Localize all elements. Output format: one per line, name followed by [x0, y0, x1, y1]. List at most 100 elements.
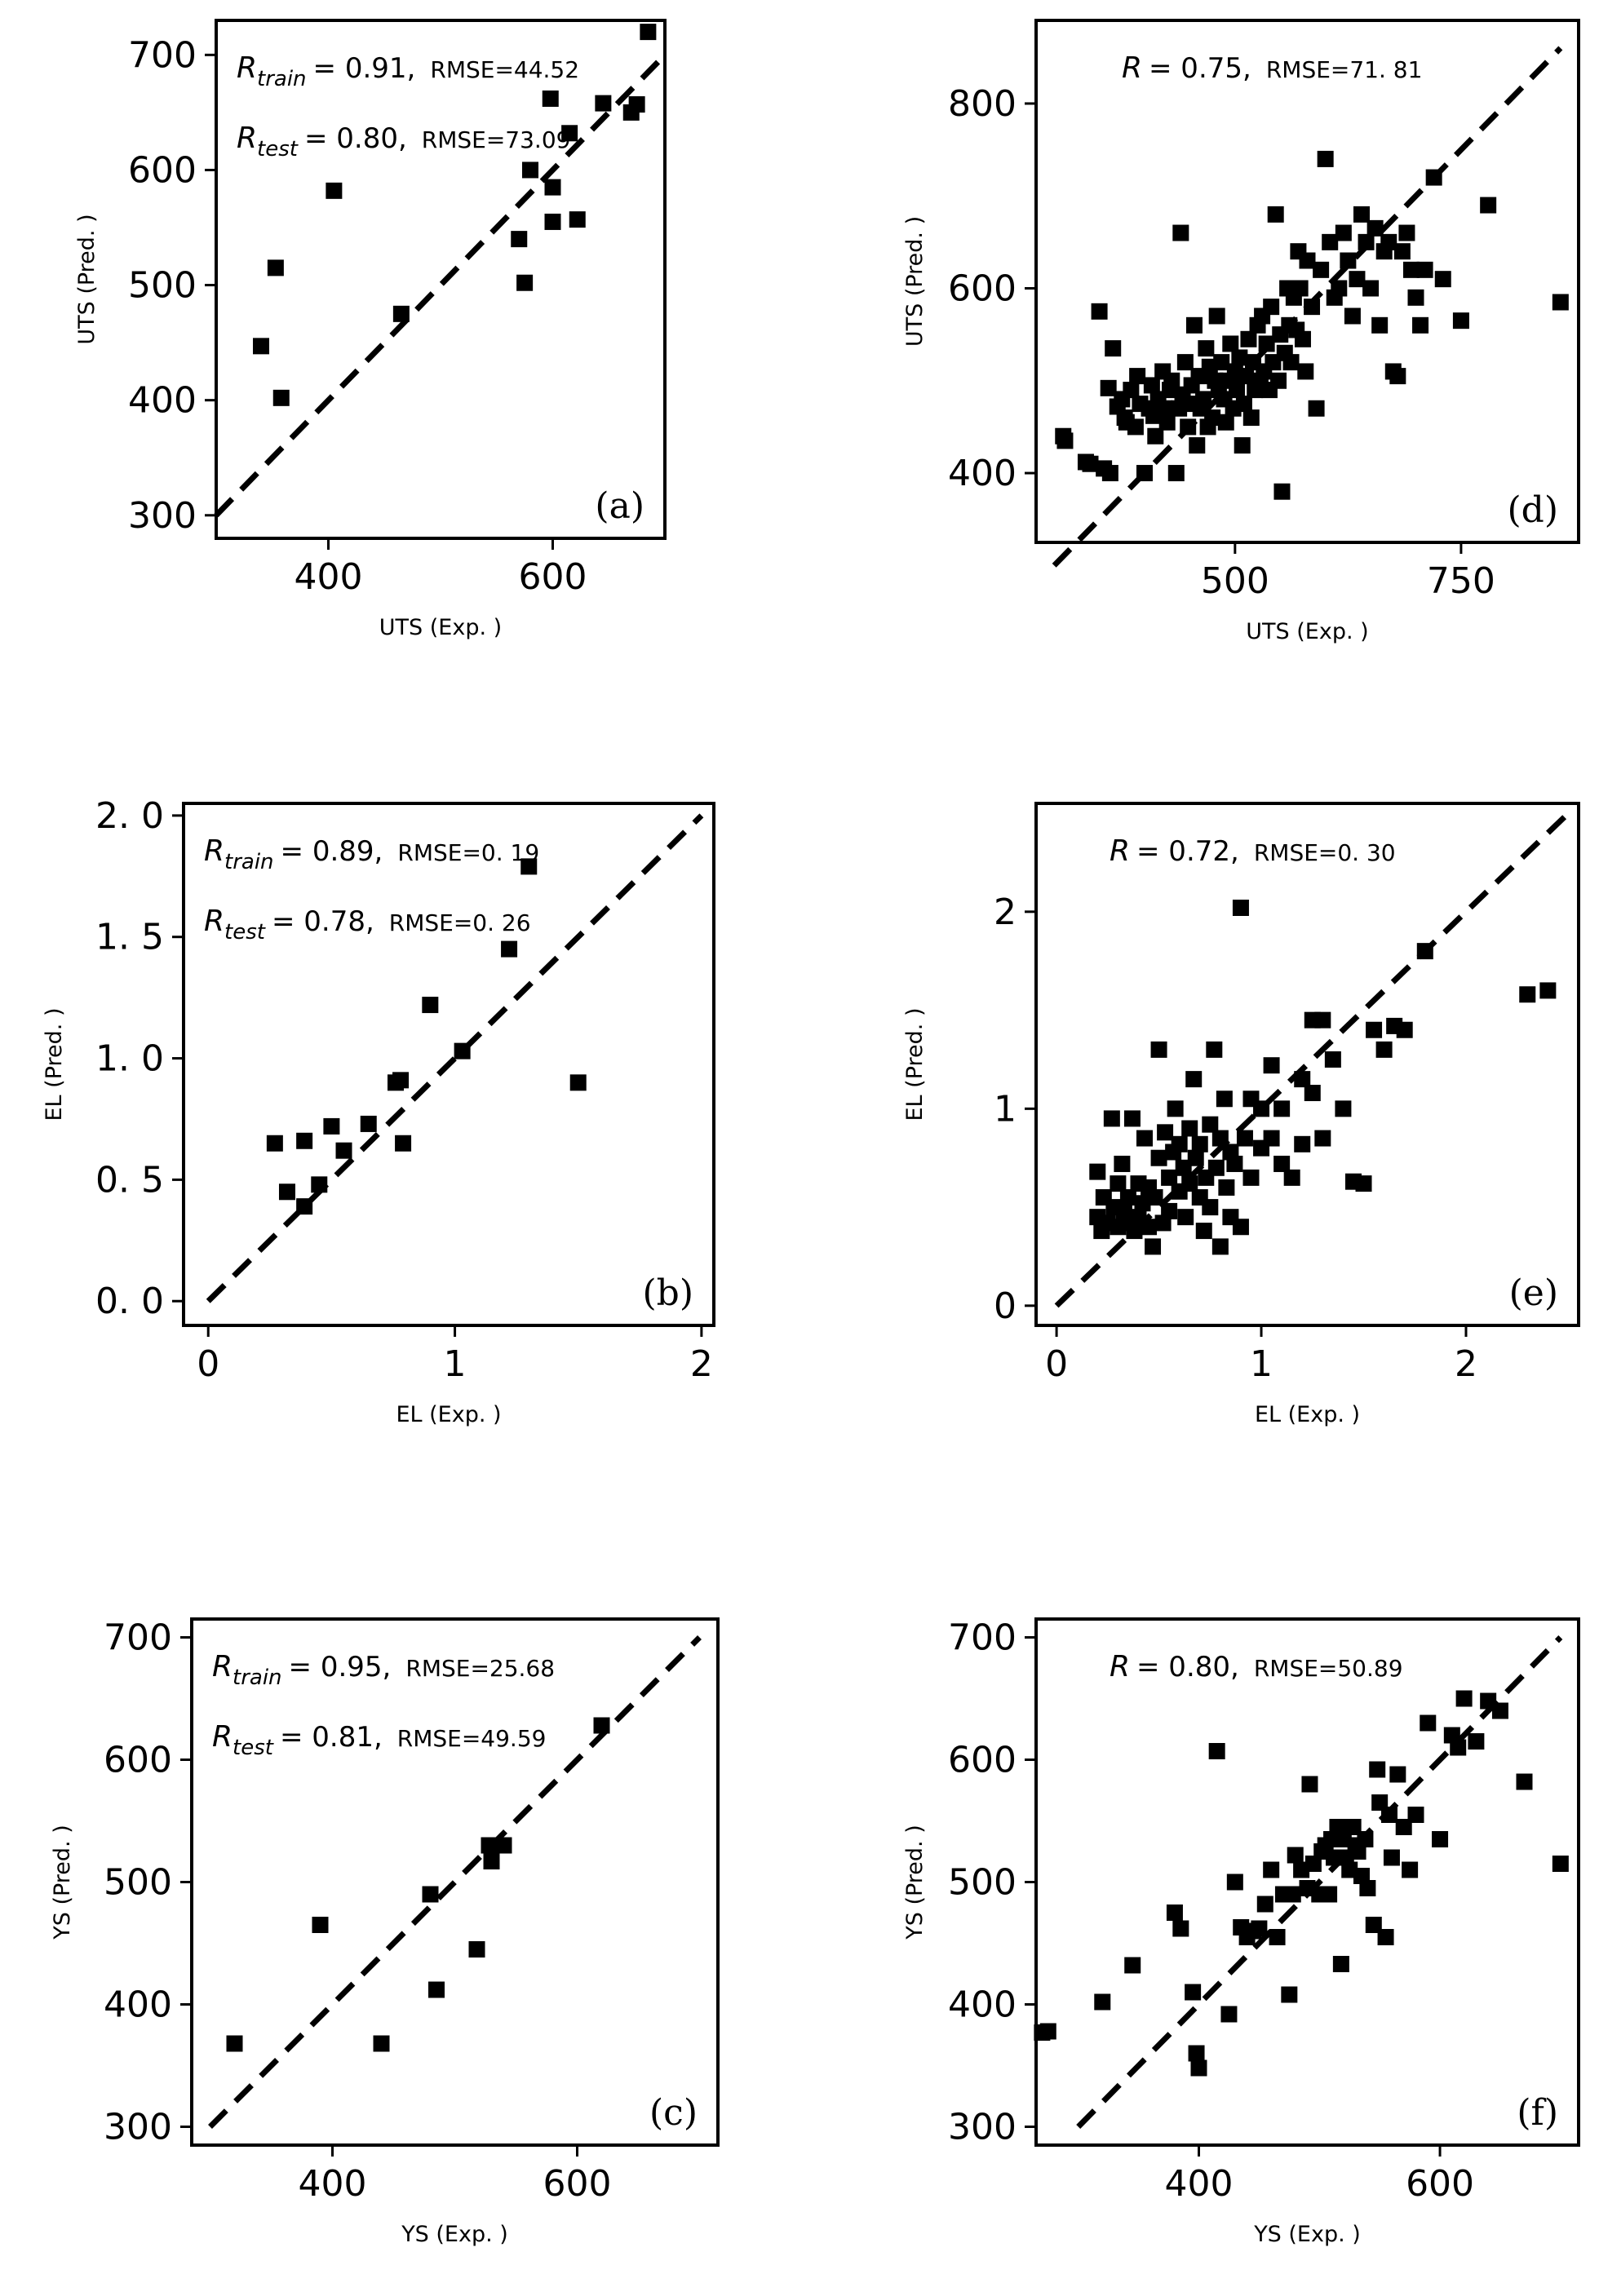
- data-point: [1226, 1155, 1243, 1172]
- data-point: [1407, 1807, 1424, 1823]
- y-axis-label: UTS (Pred. ): [74, 214, 100, 344]
- data-point: [1434, 271, 1451, 288]
- data-point: [1171, 1135, 1188, 1152]
- data-point: [1412, 316, 1429, 334]
- data-point: [335, 1142, 352, 1159]
- data-point: [266, 1135, 283, 1152]
- data-point: [1220, 2006, 1238, 2023]
- x-tick-label: 1: [1250, 1343, 1273, 1385]
- data-point: [1468, 1733, 1485, 1750]
- data-point: [1366, 219, 1384, 237]
- data-point: [1039, 2023, 1056, 2040]
- panel-f: 400 600 300 400 500 600 700 YS (Exp. ) YS (Pred.…: [902, 1617, 1580, 2247]
- y-tick-label: 400: [128, 380, 197, 422]
- data-point: [1103, 1110, 1120, 1127]
- data-point: [311, 1176, 328, 1193]
- data-point: [1251, 1920, 1268, 1937]
- data-point: [1211, 1130, 1229, 1147]
- y-tick-label: 2. 0: [95, 795, 164, 837]
- data-point: [481, 1837, 498, 1854]
- data-point: [422, 1886, 439, 1903]
- data-point: [1208, 1743, 1225, 1759]
- panel-e: 0 1 2 0 1 2 EL (Exp. ) EL (Pred. ) R = 0.72, RMSE=…: [902, 802, 1580, 1427]
- data-point: [1195, 391, 1212, 408]
- y-tick-label: 400: [104, 1984, 172, 2026]
- data-point: [1242, 409, 1260, 427]
- data-point: [1094, 1993, 1111, 2011]
- data-point: [1123, 382, 1140, 399]
- data-point: [520, 858, 538, 875]
- x-tick-label: 0: [197, 1343, 219, 1385]
- data-point: [1480, 197, 1497, 214]
- identity-reference-line: [214, 52, 667, 518]
- data-point: [1396, 1021, 1413, 1038]
- y-tick-label: 0. 5: [95, 1159, 164, 1201]
- data-point: [1119, 1189, 1136, 1206]
- data-point: [1432, 1831, 1449, 1847]
- data-point: [422, 997, 439, 1014]
- y-tick-label: 700: [128, 34, 197, 76]
- x-tick-label: 2: [690, 1343, 713, 1385]
- data-point: [1134, 1195, 1151, 1212]
- y-tick-label: 500: [104, 1862, 172, 1904]
- data-point: [1349, 271, 1366, 288]
- data-point: [1161, 1169, 1178, 1186]
- data-point: [1516, 1773, 1533, 1790]
- panel-a: 400 600 300 400 500 600 700 UTS (Exp. ) UTS (Pre…: [74, 19, 667, 640]
- data-point: [544, 213, 561, 230]
- panel-letter: (e): [1509, 1272, 1558, 1314]
- data-point: [1240, 330, 1257, 347]
- panel-letter: (b): [643, 1272, 694, 1314]
- data-point: [1082, 455, 1099, 472]
- x-axis-label: YS (Exp. ): [401, 2222, 508, 2247]
- data-point: [1216, 1090, 1233, 1108]
- data-point: [226, 2035, 243, 2052]
- data-point: [1172, 1920, 1189, 1937]
- data-point: [1056, 432, 1074, 449]
- y-tick-label: 600: [948, 268, 1017, 309]
- data-point: [1146, 1189, 1163, 1206]
- data-point: [392, 1072, 410, 1089]
- data-point: [1235, 396, 1252, 413]
- data-point: [267, 259, 284, 276]
- data-point: [1253, 1100, 1270, 1117]
- data-point: [1539, 982, 1557, 999]
- data-point: [1123, 1110, 1141, 1127]
- data-point: [1357, 1831, 1374, 1847]
- data-point: [1161, 1202, 1178, 1219]
- data-point: [253, 338, 269, 355]
- y-tick-label: 0. 0: [95, 1281, 164, 1322]
- data-point: [1198, 340, 1215, 357]
- data-point: [1157, 1124, 1174, 1141]
- y-tick-label: 1. 5: [95, 917, 164, 958]
- data-point: [1158, 414, 1176, 431]
- data-point: [1124, 1957, 1141, 1974]
- data-point: [1425, 169, 1442, 186]
- y-tick-label: 400: [948, 453, 1017, 494]
- y-tick-label: 1. 0: [95, 1038, 164, 1080]
- data-point: [1369, 1761, 1386, 1778]
- r-annotation: Rtest = 0.81, RMSE=49.59: [212, 1720, 546, 1760]
- data-point: [1231, 349, 1248, 366]
- x-tick-label: 0: [1045, 1343, 1068, 1385]
- data-point: [1389, 1766, 1406, 1783]
- data-point: [1340, 252, 1357, 269]
- data-point: [1407, 289, 1424, 306]
- data-point: [1263, 299, 1280, 316]
- data-point: [1344, 307, 1361, 325]
- data-point: [628, 96, 645, 113]
- data-point: [1416, 261, 1433, 278]
- data-point: [1191, 1135, 1208, 1152]
- data-point: [542, 90, 559, 107]
- y-axis-label: YS (Pred. ): [50, 1825, 75, 1940]
- data-point: [296, 1132, 313, 1149]
- x-tick-label: 400: [295, 556, 363, 598]
- r-annotation: R = 0.75, RMSE=71. 81: [1122, 51, 1422, 85]
- data-point: [1314, 1011, 1331, 1029]
- data-point: [1105, 340, 1122, 357]
- data-point: [544, 179, 561, 196]
- y-tick-label: 600: [104, 1740, 172, 1781]
- data-point: [1195, 1223, 1212, 1240]
- data-point: [1273, 1155, 1291, 1172]
- data-point: [1383, 1849, 1400, 1866]
